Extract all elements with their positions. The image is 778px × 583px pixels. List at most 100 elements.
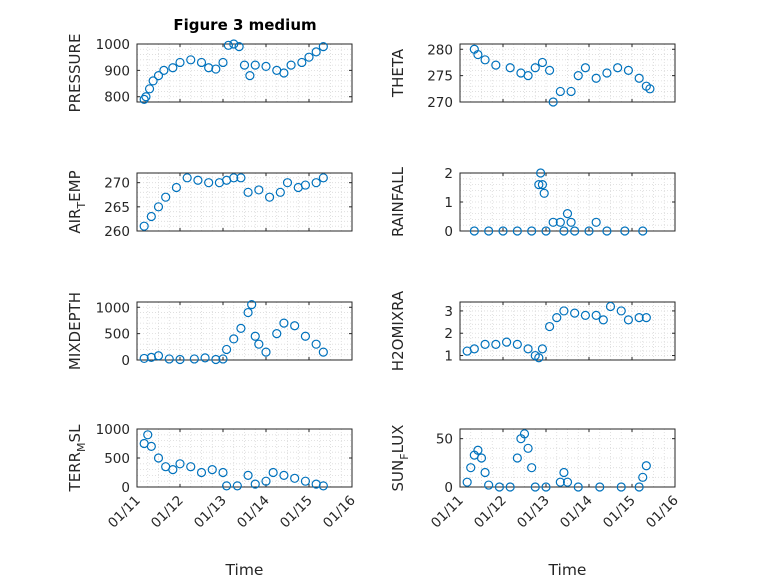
data-point	[164, 354, 174, 364]
data-point	[139, 94, 149, 104]
data-point	[211, 354, 221, 365]
data-point	[311, 178, 321, 188]
data-point	[211, 64, 221, 74]
data-point	[638, 226, 648, 236]
data-point	[555, 86, 565, 97]
data-point	[243, 470, 253, 480]
data-point	[580, 310, 591, 320]
data-point	[530, 482, 540, 492]
y-tick-label: 1	[444, 195, 453, 211]
subplot-3: 260 265 270 AIRTEMP	[66, 170, 353, 240]
data-point	[318, 173, 328, 183]
data-point	[261, 61, 271, 72]
data-point	[186, 55, 196, 65]
data-point	[638, 472, 648, 482]
data-point	[264, 192, 275, 202]
data-point	[311, 47, 321, 57]
data-point	[221, 344, 232, 355]
data-point	[469, 344, 479, 354]
y-tick-label: 1000	[96, 37, 130, 53]
data-point	[148, 76, 158, 86]
data-point	[541, 226, 551, 236]
y-tick-label: 0	[121, 353, 130, 369]
data-point	[236, 323, 246, 333]
data-point	[641, 313, 651, 323]
data-point	[527, 226, 537, 236]
y-axis-label: PRESSURE	[66, 34, 84, 113]
data-point	[566, 86, 576, 97]
data-point	[623, 315, 634, 325]
axes-box	[459, 428, 676, 488]
data-point	[473, 49, 483, 60]
data-point	[207, 465, 217, 475]
data-point	[221, 481, 232, 491]
data-point	[480, 339, 490, 349]
y-tick-label: 270	[427, 95, 453, 111]
data-point	[539, 188, 549, 198]
data-point	[250, 479, 260, 489]
data-point	[537, 180, 548, 190]
data-point	[196, 57, 207, 68]
data-point	[555, 477, 565, 487]
data-point	[311, 339, 321, 349]
data-point	[566, 217, 576, 227]
y-tick-label: 1000	[96, 422, 130, 438]
data-point	[171, 182, 182, 193]
y-tick-label: 0	[444, 480, 453, 496]
data-point	[491, 60, 501, 70]
y-tick-label: 0	[121, 480, 130, 496]
data-point	[591, 73, 601, 83]
data-point	[559, 306, 569, 316]
data-point	[559, 467, 569, 478]
data-point	[300, 331, 311, 341]
data-point	[189, 354, 199, 364]
data-point	[279, 68, 289, 78]
data-point	[141, 92, 151, 102]
data-point	[562, 209, 573, 219]
data-point	[153, 453, 164, 463]
subplot-6: 1 2 3 H2OMIXRA	[389, 290, 676, 371]
data-point	[523, 71, 533, 81]
data-point	[620, 226, 630, 236]
data-point	[229, 39, 239, 49]
data-point	[279, 470, 289, 480]
data-point	[250, 331, 260, 341]
data-point	[218, 57, 228, 68]
data-point	[229, 334, 239, 344]
data-point	[144, 84, 155, 94]
y-tick-label: 2	[444, 326, 453, 342]
data-point	[602, 68, 612, 78]
data-point	[484, 226, 494, 236]
data-point	[153, 202, 164, 212]
y-axis-label: AIRTEMP	[66, 170, 88, 233]
x-axis-label: Time	[225, 561, 264, 579]
y-axis-label: TERRMSL	[66, 424, 88, 493]
data-point	[534, 180, 544, 190]
data-point	[616, 482, 626, 492]
data-point	[175, 459, 185, 469]
data-point	[318, 42, 328, 52]
data-point	[247, 300, 257, 310]
data-point	[573, 482, 583, 492]
data-point	[613, 63, 623, 73]
data-point	[245, 71, 255, 81]
data-point	[282, 178, 293, 188]
axes-box	[459, 43, 676, 103]
data-point	[580, 63, 591, 73]
data-point	[544, 65, 555, 75]
y-tick-label: 275	[427, 69, 453, 85]
data-point	[584, 226, 594, 236]
y-axis-label: SUNFLUX	[389, 425, 411, 492]
data-point	[570, 308, 580, 318]
data-point	[498, 226, 508, 236]
y-tick-label: 2	[444, 166, 453, 182]
y-tick-label: 900	[104, 63, 130, 79]
subplot-4: 0 1 2 RAINFALL	[389, 166, 676, 240]
data-point	[641, 461, 651, 471]
y-tick-label: 265	[104, 200, 130, 216]
data-point	[512, 453, 522, 463]
axes-box	[136, 301, 353, 361]
